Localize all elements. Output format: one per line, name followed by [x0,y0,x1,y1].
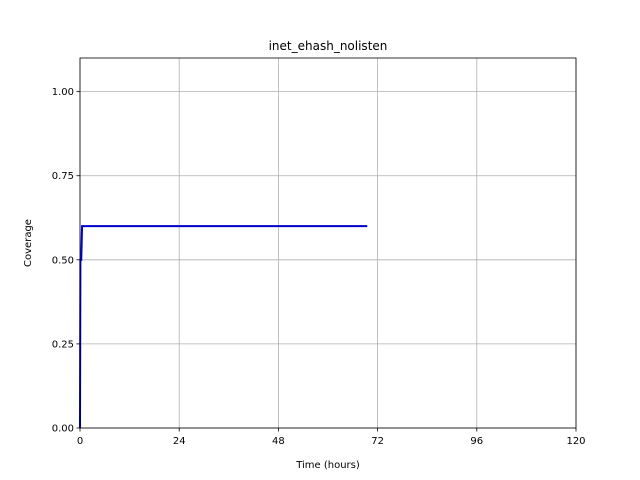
chart-title: inet_ehash_nolisten [269,39,388,53]
x-ticks: 0 24 48 72 96 120 [77,428,586,447]
x-axis-label: Time (hours) [295,460,360,471]
y-ticks: 0.00 0.25 0.50 0.75 1.00 [52,87,80,435]
x-tick-label: 120 [566,436,585,447]
x-tick-label: 0 [77,436,83,447]
y-axis-label: Coverage [23,219,34,267]
y-tick-label: 1.00 [52,87,74,98]
x-tick-label: 48 [272,436,285,447]
y-tick-label: 0.00 [52,424,74,435]
y-tick-label: 0.50 [52,255,74,266]
y-tick-label: 0.25 [52,339,74,350]
x-tick-label: 24 [173,436,186,447]
y-tick-label: 0.75 [52,171,74,182]
x-tick-label: 72 [371,436,384,447]
x-tick-label: 96 [470,436,483,447]
plot-frame [79,57,577,429]
